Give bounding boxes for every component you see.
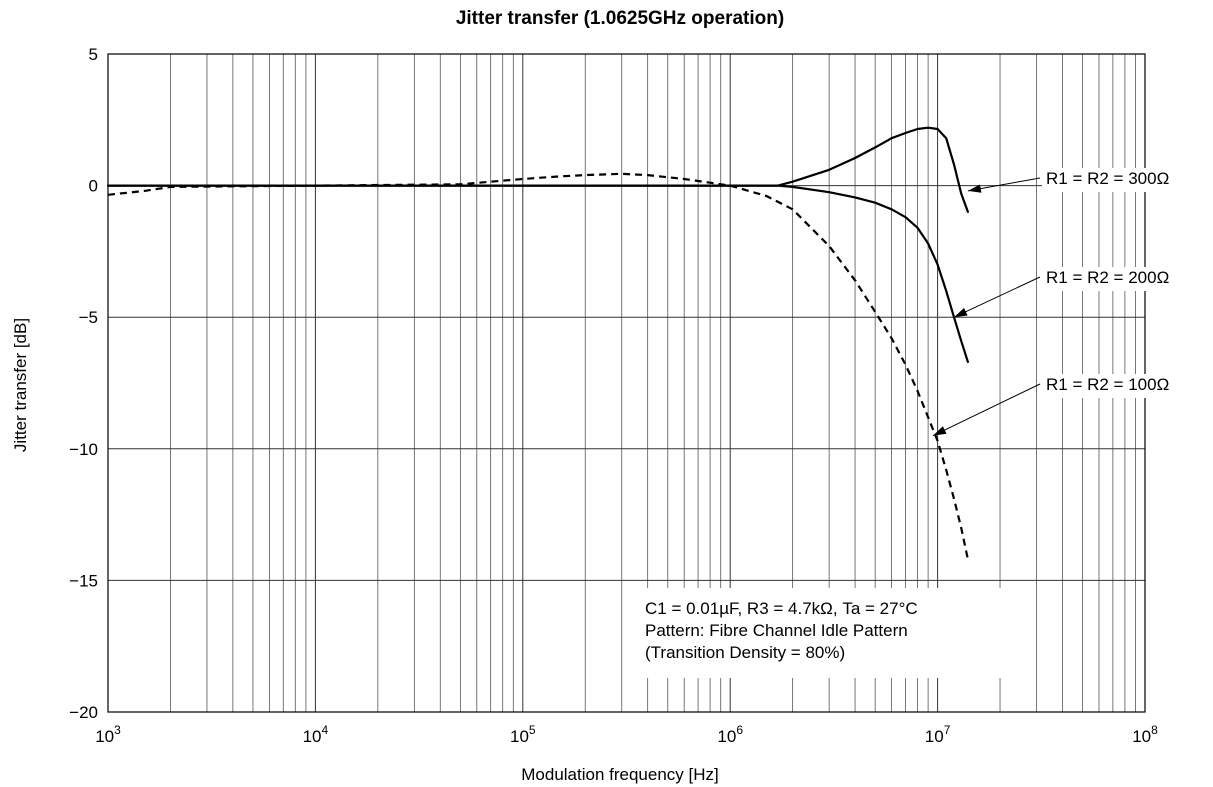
y-tick-labels: 5 0 −5 −10 −15 −20 (69, 45, 98, 722)
callouts: R1 = R2 = 300Ω R1 = R2 = 200Ω R1 = R2 = 10… (932, 168, 1204, 437)
conditions-note: C1 = 0.01µF, R3 = 4.7kΩ, Ta = 27°C Patter… (634, 588, 1002, 678)
series-line-1 (106, 126, 969, 213)
x-tick-label: 104 (303, 723, 329, 746)
y-tick-label: −10 (69, 440, 98, 459)
callout-arrowhead (954, 307, 968, 318)
series-layer (106, 126, 969, 560)
note-line: C1 = 0.01µF, R3 = 4.7kΩ, Ta = 27°C (645, 599, 918, 618)
y-tick-label: 0 (89, 177, 98, 196)
series-line-3 (107, 172, 969, 560)
x-tick-label: 108 (1132, 723, 1158, 746)
x-axis-label: Modulation frequency [Hz] (521, 765, 719, 784)
chart-title: Jitter transfer (1.0625GHz operation) (456, 8, 784, 29)
x-tick-labels: 103 104 105 106 107 108 (95, 723, 1158, 746)
callout-leader (932, 383, 1041, 437)
y-tick-label: −5 (79, 308, 98, 327)
note-line: Pattern: Fibre Channel Idle Pattern (645, 621, 908, 640)
y-tick-label: 5 (89, 45, 98, 64)
note-background (634, 588, 1002, 678)
callout-background (1042, 374, 1204, 398)
callout-label: R1 = R2 = 200Ω (1046, 268, 1169, 287)
callout-background (1042, 168, 1204, 192)
callout-arrowhead (932, 426, 947, 436)
callout-label: R1 = R2 = 300Ω (1046, 169, 1169, 188)
note-line: (Transition Density = 80%) (645, 643, 845, 662)
callout-label: R1 = R2 = 100Ω (1046, 375, 1169, 394)
x-tick-label: 105 (510, 723, 536, 746)
y-tick-label: −15 (69, 571, 98, 590)
x-tick-label: 107 (925, 723, 951, 746)
y-tick-label: −20 (69, 703, 98, 722)
callout-background (1042, 267, 1204, 291)
series-line-2 (106, 184, 969, 363)
callout-leader (953, 276, 1041, 318)
x-tick-label: 103 (95, 723, 121, 746)
y-axis-label: Jitter transfer [dB] (11, 318, 30, 452)
callout-arrowhead (967, 184, 982, 193)
x-tick-label: 106 (717, 723, 743, 746)
